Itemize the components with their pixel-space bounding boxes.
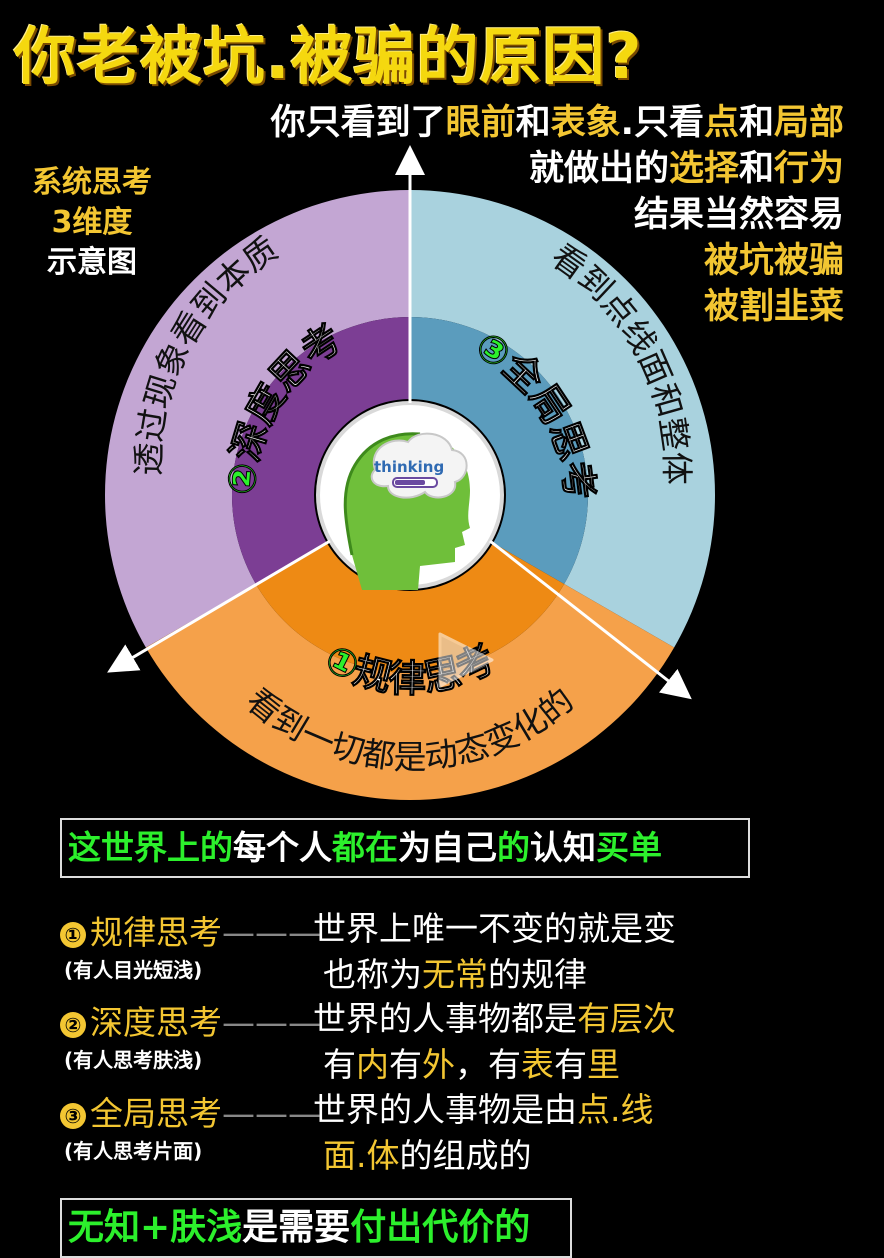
- text-segment: 买单: [596, 828, 662, 867]
- text-segment: 这世界上的: [68, 828, 233, 867]
- inner-ring: [231, 317, 588, 673]
- inner-num-left: ②: [219, 461, 265, 497]
- text-segment: 里: [587, 1045, 620, 1084]
- dimension-note: (有人目光短浅): [64, 958, 203, 982]
- dimension-dash: ———: [222, 1094, 321, 1133]
- text-segment: 表: [521, 1045, 554, 1084]
- dimension-dash: ———: [222, 1003, 321, 1042]
- outer-segment-purple: [105, 190, 411, 648]
- dimension-item-3: ③ 全局思考——— (有人思考片面): [60, 1087, 321, 1164]
- diagram-legend: 系统思考 3维度 示意图: [22, 163, 162, 283]
- dimension-desc-3a: 世界的人事物是由点.线: [313, 1087, 654, 1133]
- dimension-name: 规律思考: [90, 913, 222, 952]
- text-segment: 你只看到了: [270, 103, 446, 143]
- num-badge: ②: [60, 1011, 86, 1038]
- text-segment: 也称为: [323, 955, 422, 994]
- intro-line-4: 被坑被骗: [703, 241, 844, 281]
- text-segment: 有层次: [577, 999, 676, 1038]
- text-segment: 眼前: [445, 103, 516, 143]
- cognition-banner: 这世界上的每个人都在为自己的认知买单: [60, 818, 750, 878]
- legend-line-2: 3维度: [51, 205, 133, 240]
- text-segment: 世界上唯一不变的就是变: [313, 909, 676, 948]
- dimension-item-1: ① 规律思考——— (有人目光短浅): [60, 906, 321, 983]
- text-segment: 每个人: [233, 828, 332, 867]
- text-segment: 和: [738, 149, 774, 189]
- num-badge: ①: [60, 921, 86, 948]
- text-segment: 内: [356, 1045, 389, 1084]
- text-segment: 是需要: [242, 1207, 351, 1248]
- text-segment: 点.线: [577, 1090, 654, 1129]
- text-segment: 世界的人事物是由: [313, 1090, 577, 1129]
- dimension-desc-1b: 也称为无常的规律: [323, 952, 587, 998]
- text-segment: 和: [515, 103, 551, 143]
- outer-ring: [105, 190, 715, 800]
- text-segment: 无常: [422, 955, 488, 994]
- text-segment: 外: [422, 1045, 455, 1084]
- text-segment: 都在: [332, 828, 398, 867]
- intro-text: 你只看到了眼前和表象.只看点和局部 就做出的选择和行为 结果当然容易 被坑被骗 …: [271, 100, 844, 330]
- legend-line-1: 系统思考: [32, 165, 152, 200]
- dimension-item-2: ② 深度思考——— (有人思考肤浅): [60, 996, 321, 1073]
- dimension-note: (有人思考肤浅): [64, 1048, 203, 1072]
- page-title: 你老被坑.被骗的原因?: [14, 20, 643, 93]
- brain-head-icon: thinking: [343, 432, 470, 590]
- dimension-note: (有人思考片面): [64, 1139, 203, 1163]
- text-segment: 有: [554, 1045, 587, 1084]
- dimension-dash: ———: [222, 913, 321, 952]
- dimension-desc-1a: 世界上唯一不变的就是变: [313, 906, 676, 952]
- text-segment: 和: [738, 103, 774, 143]
- inner-segment-purple: [231, 317, 410, 584]
- dimension-desc-2b: 有内有外，有表有里: [323, 1042, 620, 1088]
- divider-left: [107, 539, 331, 673]
- bottom-banner: 无知+肤浅是需要付出代价的: [60, 1198, 572, 1258]
- dimension-name: 全局思考: [90, 1094, 222, 1133]
- text-segment: 的: [497, 828, 530, 867]
- intro-line-2: 就做出的选择和行为: [271, 146, 844, 192]
- text-segment: 表象: [550, 103, 621, 143]
- dimension-desc-3b: 面.体的组成的: [323, 1133, 532, 1179]
- text-segment: 就做出的: [528, 149, 669, 189]
- text-segment: 世界的人事物都是: [313, 999, 577, 1038]
- text-segment: 点: [703, 103, 739, 143]
- text-segment: 选择: [668, 149, 739, 189]
- dimension-name: 深度思考: [90, 1003, 222, 1042]
- dimension-desc-2a: 世界的人事物都是有层次: [313, 996, 676, 1042]
- legend-line-3: 示意图: [47, 245, 137, 280]
- text-segment: 为自己: [398, 828, 497, 867]
- outer-segment-blue: [410, 190, 715, 648]
- num-badge: ③: [60, 1102, 86, 1129]
- text-segment: 行为: [773, 149, 844, 189]
- intro-line-3: 结果当然容易: [633, 195, 844, 235]
- text-segment: 付出代价的: [350, 1207, 531, 1248]
- text-segment: 有: [323, 1045, 356, 1084]
- text-segment: .只看: [620, 103, 704, 143]
- play-icon[interactable]: [438, 632, 494, 688]
- divider-right: [489, 539, 692, 700]
- thinking-diagram: thinking 透过现象看到本质 看到点线面和整体 看到一切都是动态变化的 ②…: [105, 145, 715, 800]
- outer-segment-orange: [145, 584, 675, 800]
- text-segment: 的组成的: [399, 1136, 532, 1175]
- text-segment: 局部: [773, 103, 844, 143]
- text-segment: ，有: [455, 1045, 521, 1084]
- intro-line-1: 你只看到了眼前和表象.只看点和局部: [271, 100, 844, 146]
- text-segment: 面.体: [323, 1136, 400, 1175]
- text-segment: 有: [389, 1045, 422, 1084]
- text-segment: 的规律: [488, 955, 587, 994]
- intro-line-5: 被割韭菜: [703, 287, 844, 327]
- inner-segment-blue: [410, 317, 588, 584]
- text-segment: 认知: [530, 828, 596, 867]
- thinking-label: thinking: [374, 458, 444, 476]
- text-segment: 无知+肤浅: [68, 1207, 243, 1248]
- inner-segment-orange: [255, 543, 565, 673]
